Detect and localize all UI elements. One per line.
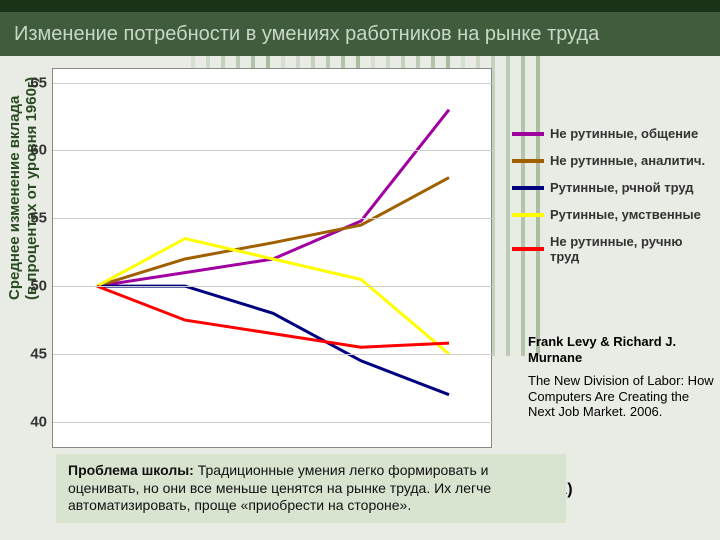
legend-item: Не рутинные, общение xyxy=(512,126,712,141)
ylabel-line2: (в процентах от уровня 1960г) xyxy=(23,77,40,300)
y-tick-label: 65 xyxy=(30,74,47,91)
y-tick-label: 45 xyxy=(30,346,47,363)
gridline xyxy=(53,422,493,423)
slide: Изменение потребности в умениях работник… xyxy=(0,0,720,540)
y-axis-label: Среднее изменение вклада (в процентах от… xyxy=(6,77,40,300)
y-tick-label: 55 xyxy=(30,210,47,227)
legend-item: Рутинные, умственные xyxy=(512,207,712,222)
series-line xyxy=(97,286,449,347)
legend-item: Не рутинные, ручню труд xyxy=(512,234,712,264)
series-line xyxy=(97,239,449,354)
y-tick-label: 40 xyxy=(30,413,47,430)
chart-frame: 40455055606519601970198019902000 xyxy=(52,68,492,448)
legend-label: Не рутинные, аналитич. xyxy=(550,153,705,168)
legend-swatch xyxy=(512,132,544,136)
line-chart xyxy=(53,69,493,449)
slide-title: Изменение потребности в умениях работник… xyxy=(14,23,599,46)
ylabel-line1: Среднее изменение вклада xyxy=(6,96,23,300)
legend-label: Рутинные, рчной труд xyxy=(550,180,694,195)
header-band xyxy=(0,0,720,12)
gridline xyxy=(53,83,493,84)
gridline xyxy=(53,150,493,151)
legend-swatch xyxy=(512,247,544,251)
gridline xyxy=(53,218,493,219)
series-line xyxy=(97,286,449,395)
reference-title: The New Division of Labor: How Computers… xyxy=(528,373,714,420)
legend-label: Не рутинные, ручню труд xyxy=(550,234,712,264)
note-box: Проблема школы: Традиционные умения легк… xyxy=(56,454,566,523)
reference-authors: Frank Levy & Richard J. Murnane xyxy=(528,334,714,365)
y-tick-label: 50 xyxy=(30,278,47,295)
legend-swatch xyxy=(512,213,544,217)
legend-swatch xyxy=(512,186,544,190)
y-tick-label: 60 xyxy=(30,142,47,159)
series-line xyxy=(97,178,449,287)
legend-swatch xyxy=(512,159,544,163)
legend-item: Не рутинные, аналитич. xyxy=(512,153,712,168)
legend-item: Рутинные, рчной труд xyxy=(512,180,712,195)
title-band: Изменение потребности в умениях работник… xyxy=(0,12,720,56)
gridline xyxy=(53,286,493,287)
legend-label: Рутинные, умственные xyxy=(550,207,701,222)
chart-inner: 40455055606519601970198019902000 xyxy=(53,69,493,449)
note-heading: Проблема школы: xyxy=(68,462,194,478)
legend-label: Не рутинные, общение xyxy=(550,126,698,141)
legend: Не рутинные, общение Не рутинные, аналити… xyxy=(512,126,712,276)
gridline xyxy=(53,354,493,355)
